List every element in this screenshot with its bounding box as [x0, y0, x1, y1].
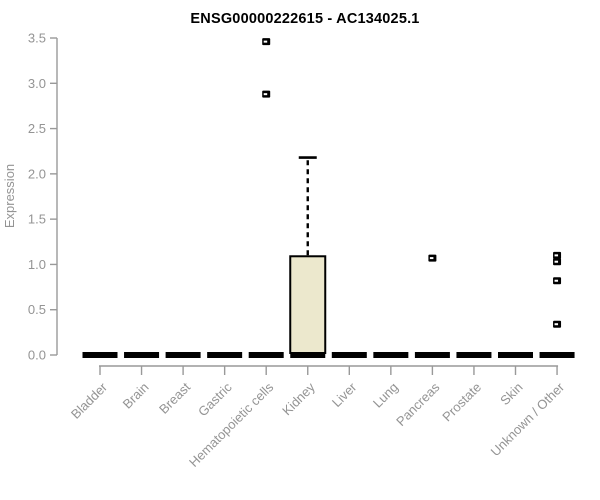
median-line: [248, 352, 284, 358]
x-tick-label: Liver: [329, 379, 360, 410]
x-tick-label: Skin: [497, 380, 525, 408]
median-line: [290, 352, 326, 358]
outlier-point-center: [554, 254, 559, 257]
median-line: [456, 352, 492, 358]
x-tick-label: Bladder: [68, 379, 111, 422]
median-line: [82, 352, 118, 358]
outlier-point-center: [554, 279, 559, 282]
median-line: [331, 352, 367, 358]
y-tick-label: 0.0: [28, 348, 46, 363]
median-line: [498, 352, 533, 358]
median-line: [165, 352, 201, 358]
y-tick-label: 2.0: [28, 166, 46, 181]
y-tick-label: 0.5: [28, 302, 46, 317]
x-tick-label: Breast: [156, 379, 193, 416]
y-tick-label: 2.5: [28, 121, 46, 136]
outlier-point-center: [263, 93, 268, 96]
outlier-point-center: [554, 260, 559, 263]
median-line: [414, 352, 450, 358]
outlier-point-center: [263, 40, 268, 43]
x-tick-label: Kidney: [279, 379, 318, 418]
x-tick-label: Gastric: [195, 379, 235, 419]
box: [289, 255, 327, 354]
y-tick-label: 1.5: [28, 212, 46, 227]
y-tick-label: 1.0: [28, 257, 46, 272]
outlier-point-center: [429, 257, 434, 260]
y-tick-label: 3.5: [28, 31, 46, 46]
chart-title: ENSG00000222615 - AC134025.1: [190, 11, 420, 27]
median-line: [539, 352, 575, 358]
outlier-point-center: [554, 323, 559, 326]
x-tick-label: Lung: [370, 380, 401, 411]
median-line: [207, 352, 243, 358]
x-tick-label: Unknown / Other: [488, 379, 568, 459]
median-line: [373, 352, 409, 358]
x-tick-label: Pancreas: [393, 379, 443, 429]
x-tick-label: Brain: [120, 380, 152, 412]
x-tick-label: Prostate: [439, 380, 484, 425]
y-tick-label: 3.0: [28, 76, 46, 91]
median-line: [124, 352, 160, 358]
